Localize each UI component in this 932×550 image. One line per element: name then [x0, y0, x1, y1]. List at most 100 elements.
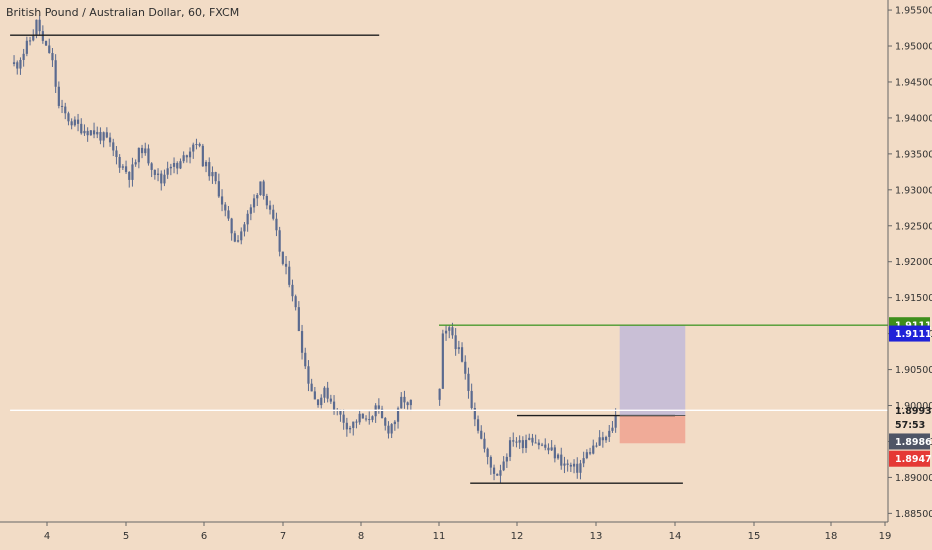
- candle-body: [326, 387, 329, 399]
- candle-body: [592, 445, 595, 454]
- candle-body: [464, 361, 467, 374]
- candle-body: [329, 398, 332, 402]
- position-zones: [619, 325, 686, 444]
- candle-body: [313, 391, 316, 400]
- price-label: 1.89933: [895, 406, 932, 417]
- candle-body: [614, 415, 617, 428]
- candle-body: [339, 409, 342, 415]
- candle-body: [403, 396, 406, 403]
- candle-body: [288, 266, 291, 285]
- candle-body: [144, 148, 147, 154]
- y-tick-label: 1.94500: [895, 77, 932, 88]
- price-label: 1.89475: [895, 454, 932, 465]
- candle-body: [291, 284, 294, 297]
- candle-body: [188, 151, 192, 158]
- x-tick-label: 12: [511, 531, 524, 542]
- candle-body: [227, 210, 230, 219]
- candle-body: [550, 447, 553, 451]
- candle-body: [371, 416, 374, 420]
- candle-body: [236, 240, 240, 242]
- candle-body: [230, 218, 233, 234]
- candle-body: [163, 174, 166, 184]
- candle-body: [57, 86, 60, 106]
- candle-body: [272, 209, 275, 219]
- horizontal-lines: [10, 34, 888, 484]
- candle-body: [364, 418, 368, 420]
- candle-body: [544, 444, 547, 448]
- candle-body: [585, 452, 588, 459]
- loss-zone: [619, 415, 686, 444]
- candle-body: [176, 162, 179, 169]
- candle-body: [262, 181, 265, 196]
- candle-body: [400, 396, 403, 409]
- profit-zone: [619, 325, 686, 416]
- x-tick-label: 19: [879, 531, 892, 542]
- price-label-bg: [889, 433, 930, 450]
- candle-body: [608, 430, 611, 437]
- y-tick-label: 1.91500: [895, 293, 932, 304]
- candle-body: [243, 224, 246, 232]
- candle-body: [217, 181, 220, 197]
- candle-body: [249, 207, 252, 214]
- candle-body: [579, 463, 582, 473]
- candle-body: [502, 461, 505, 471]
- candle-body: [448, 327, 451, 331]
- candle-body: [284, 263, 288, 267]
- candle-body: [172, 162, 176, 167]
- candle-body: [601, 437, 604, 441]
- y-tick-label: 1.93000: [895, 185, 932, 196]
- candle-body: [332, 401, 336, 411]
- y-tick-label: 1.88500: [895, 509, 932, 520]
- candle-body: [409, 399, 412, 406]
- candle-body: [553, 447, 556, 459]
- candle-body: [355, 421, 358, 423]
- candle-body: [438, 388, 441, 400]
- candle-body: [73, 119, 76, 126]
- price-labels: 1.911171.911131.8993357:531.898611.89475: [889, 317, 932, 467]
- candle-body: [60, 105, 64, 107]
- candle-body: [278, 230, 281, 252]
- y-tick-label: 1.90500: [895, 365, 932, 376]
- candle-body: [537, 442, 540, 446]
- candle-body: [182, 155, 185, 162]
- price-label: 1.91113: [895, 329, 932, 340]
- candle-body: [566, 463, 569, 465]
- candle-body: [297, 307, 300, 332]
- candle-body: [169, 166, 172, 169]
- x-tick-label: 6: [201, 531, 207, 542]
- candle-body: [348, 427, 352, 430]
- y-tick-label: 1.94000: [895, 113, 932, 124]
- candle-body: [547, 447, 550, 451]
- candle-body: [304, 352, 307, 367]
- candle-body: [396, 408, 400, 422]
- candle-body: [147, 148, 150, 164]
- candle-body: [198, 144, 201, 146]
- x-tick-label: 8: [358, 531, 364, 542]
- candle-body: [598, 437, 601, 446]
- candle-body: [451, 327, 454, 336]
- x-tick-label: 18: [825, 531, 838, 542]
- candle-body: [393, 421, 396, 425]
- candle-body: [534, 442, 537, 444]
- candle-body: [611, 427, 614, 431]
- candle-body: [256, 194, 259, 199]
- candle-body: [300, 331, 304, 353]
- candle-body: [108, 137, 112, 143]
- candle-body: [51, 53, 54, 61]
- candle-body: [156, 173, 160, 175]
- candle-body: [604, 436, 608, 441]
- candle-body: [342, 414, 345, 423]
- x-tick-label: 15: [748, 531, 761, 542]
- candle-body: [112, 142, 115, 151]
- candle-body: [496, 473, 499, 476]
- candle-body: [368, 419, 371, 421]
- candle-body: [387, 425, 390, 434]
- candle-body: [233, 233, 236, 242]
- candle-body: [48, 45, 51, 54]
- y-tick-label: 1.89000: [895, 473, 932, 484]
- y-tick-label: 1.92000: [895, 257, 932, 268]
- x-tick-label: 11: [433, 531, 446, 542]
- candle-body: [89, 130, 92, 136]
